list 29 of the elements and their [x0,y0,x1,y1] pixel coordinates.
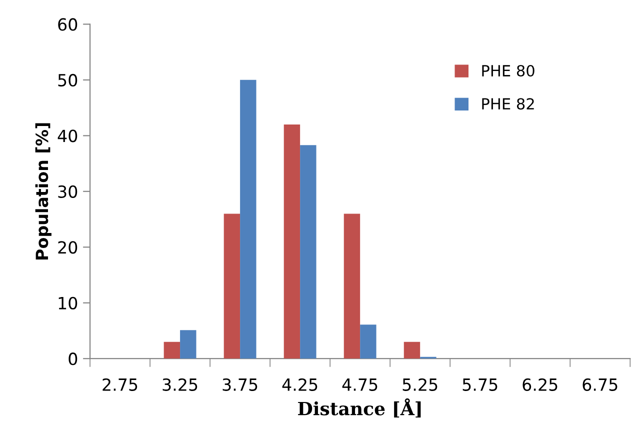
x-tick-label: 2.75 [102,378,138,391]
y-tick-label: 20 [58,241,78,254]
x-tick-label: 4.75 [342,378,378,391]
bar [344,214,360,359]
x-tick-label: 5.25 [402,378,438,391]
bar [360,324,376,359]
x-tick-label: 6.25 [522,378,558,391]
bar [300,145,316,359]
x-tick-label: 3.75 [222,378,258,391]
y-tick-label: 60 [58,18,78,31]
y-axis-title: Population [%] [35,123,52,260]
bar [224,214,240,359]
bar [240,80,256,359]
y-tick-label: 0 [68,352,78,366]
bar [284,124,300,359]
y-tick-label: 10 [58,296,78,310]
legend-label: PHE 82 [482,98,534,110]
y-tick-label: 30 [58,185,78,198]
x-tick-label: 5.75 [462,378,498,391]
x-tick-label: 4.25 [282,378,318,391]
x-tick-label: 3.25 [162,378,198,391]
y-tick-label: 40 [58,130,78,142]
bar [180,330,196,359]
y-tick-label: 50 [58,74,78,86]
bar [404,342,420,359]
x-axis-title: Distance [Å] [298,398,421,418]
legend-label: PHE 80 [482,64,534,77]
x-tick-label: 6.75 [582,378,618,391]
bar [164,342,180,359]
